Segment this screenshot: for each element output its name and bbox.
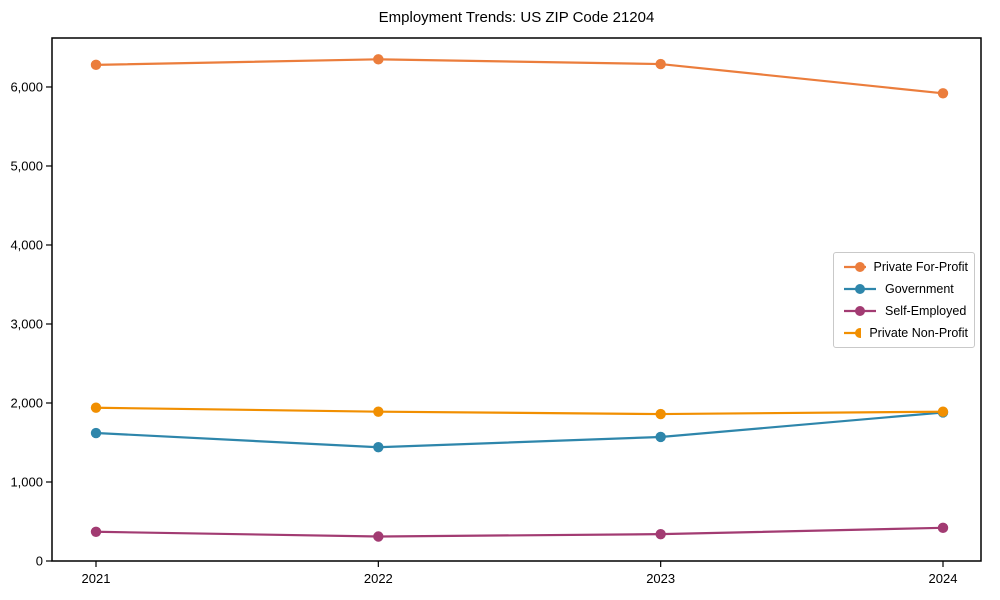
- legend-line-sample: [844, 262, 866, 272]
- y-axis-tick-label: 4,000: [10, 237, 43, 252]
- legend-line-sample: [844, 328, 862, 338]
- data-point-marker: [937, 406, 949, 417]
- y-axis-tick-label: 0: [36, 554, 43, 569]
- x-axis-tick-label: 2023: [646, 571, 675, 586]
- legend-item: Private For-Profit: [843, 257, 968, 278]
- legend-item: Private Non-Profit: [843, 323, 968, 344]
- y-axis-tick-label: 6,000: [10, 79, 43, 94]
- data-point-marker: [90, 59, 102, 71]
- legend-item: Self-Employed: [843, 301, 968, 322]
- data-point-marker: [655, 408, 666, 420]
- legend-label: Private Non-Profit: [869, 326, 968, 340]
- y-axis-tick-label: 5,000: [10, 158, 43, 173]
- y-axis-tick-label: 1,000: [10, 474, 43, 489]
- legend: Private For-Profit Government Self-Employe…: [833, 252, 975, 348]
- plot-frame: [51, 37, 982, 562]
- series-line: [94, 58, 945, 95]
- data-point-marker: [373, 54, 384, 65]
- series-line: [94, 406, 945, 416]
- data-point-marker: [90, 427, 102, 439]
- legend-label: Private For-Profit: [873, 260, 968, 274]
- y-axis-tick-label: 3,000: [10, 316, 43, 331]
- data-point-marker: [90, 526, 102, 537]
- data-point-marker: [655, 431, 666, 443]
- chart-title: Employment Trends: US ZIP Code 21204: [378, 9, 655, 26]
- data-point-marker: [655, 528, 666, 540]
- series-line: [94, 411, 945, 449]
- legend-line-sample: [844, 284, 876, 294]
- series-line: [94, 526, 945, 538]
- data-point-marker: [373, 442, 384, 453]
- data-point-marker: [937, 88, 949, 99]
- data-point-marker: [90, 402, 102, 413]
- x-axis-tick-label: 2021: [82, 571, 111, 586]
- data-point-marker: [373, 406, 384, 417]
- x-axis-tick-label: 2024: [929, 571, 958, 586]
- legend-label: Government: [885, 282, 954, 296]
- y-axis-tick-label: 2,000: [10, 395, 43, 410]
- x-axis-tick-label: 2022: [364, 571, 393, 586]
- data-point-marker: [655, 58, 666, 70]
- data-point-marker: [373, 531, 384, 542]
- data-point-marker: [937, 522, 949, 534]
- legend-label: Self-Employed: [885, 304, 967, 318]
- legend-item: Government: [843, 279, 968, 300]
- legend-line-sample: [844, 306, 876, 316]
